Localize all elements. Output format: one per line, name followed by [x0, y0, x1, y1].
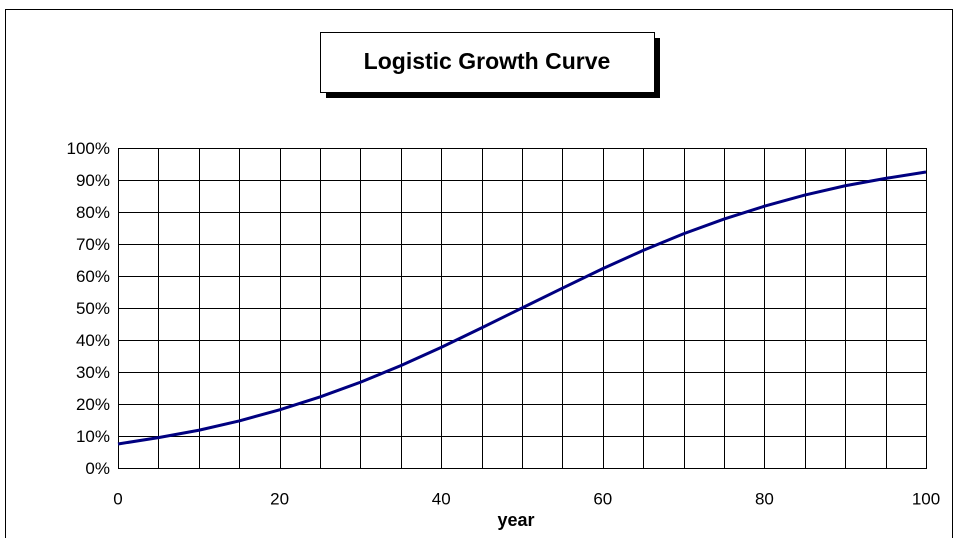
chart-border	[5, 9, 953, 538]
y-tick-label: 50%	[76, 299, 110, 318]
plot-area: 0% 10% 20% 30% 40% 50% 60% 70% 80% 90% 100% 0 20 40 60…	[67, 139, 941, 509]
x-axis-label: year	[497, 510, 534, 530]
title-box	[320, 32, 655, 93]
data-line	[117, 170, 927, 446]
x-tick-label: 100	[912, 489, 940, 508]
y-tick-label: 10%	[76, 427, 110, 446]
y-tick-label: 40%	[76, 331, 110, 350]
plot-border	[118, 148, 927, 469]
y-tick-label: 30%	[76, 363, 110, 382]
y-tick-label: 80%	[76, 203, 110, 222]
y-tick-label: 60%	[76, 267, 110, 286]
x-tick-label: 20	[270, 489, 289, 508]
x-tick-label: 40	[432, 489, 451, 508]
y-tick-label: 20%	[76, 395, 110, 414]
y-tick-label: 0%	[85, 459, 110, 478]
x-tick-label: 80	[755, 489, 774, 508]
y-tick-label: 70%	[76, 235, 110, 254]
x-tick-label: 60	[593, 489, 612, 508]
chart-title: Logistic Growth Curve	[364, 48, 611, 74]
y-tick-label: 90%	[76, 171, 110, 190]
y-tick-label: 100%	[67, 139, 110, 158]
x-tick-label: 0	[113, 489, 122, 508]
